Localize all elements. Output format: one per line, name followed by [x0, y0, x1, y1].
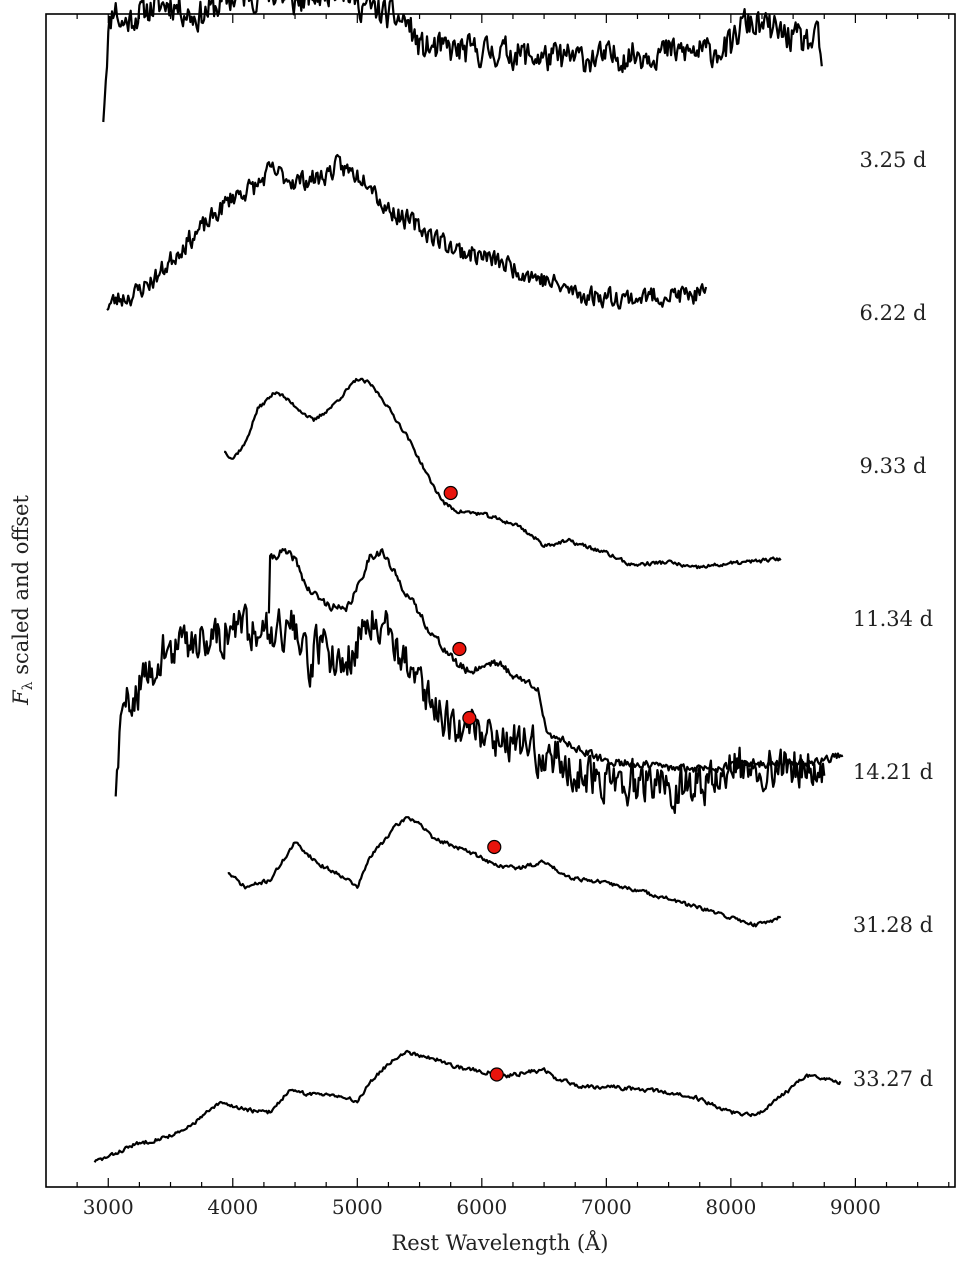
epoch-label: 6.22 d [860, 301, 927, 325]
x-tick-label: 8000 [705, 1195, 756, 1219]
epoch-label: 9.33 d [860, 454, 927, 478]
epoch-label: 14.21 d [853, 760, 933, 784]
spectrum-325 [102, 0, 823, 123]
feature-marker [443, 485, 458, 501]
epoch-label: 31.28 d [853, 913, 933, 937]
spectrum-3128 [227, 816, 782, 928]
epoch-label: 33.27 d [853, 1067, 933, 1091]
x-axis-ticks [76, 14, 950, 1187]
feature-markers-group [443, 485, 504, 1082]
plot-frame [45, 13, 956, 1188]
y-axis-label-sub: λ [20, 681, 36, 690]
y-axis-label: Fλ scaled and offset [9, 495, 36, 706]
epoch-labels-group: 3.25 d 6.22 d 9.33 d 11.34 d 14.21 d 31.28 d 3… [853, 148, 933, 1091]
epoch-label: 11.34 d [853, 607, 933, 631]
x-axis-label: Rest Wavelength (Å) [391, 1230, 608, 1255]
y-axis-label-rest: scaled and offset [9, 495, 33, 682]
y-axis-label-main: F [9, 689, 33, 706]
spectrum-1421 [114, 603, 826, 814]
spectrum-3327 [93, 1049, 842, 1163]
x-tick-label: 3000 [83, 1195, 134, 1219]
x-tick-label: 6000 [456, 1195, 507, 1219]
x-tick-label: 4000 [207, 1195, 258, 1219]
x-tick-label: 9000 [830, 1195, 881, 1219]
spectrum-933 [224, 377, 782, 570]
x-axis-tick-labels: 3000 4000 5000 6000 7000 8000 9000 [83, 1195, 881, 1219]
feature-marker [487, 839, 502, 855]
epoch-label: 3.25 d [860, 148, 927, 172]
spectra-series-group [93, 0, 844, 1163]
feature-marker [489, 1067, 504, 1082]
x-tick-label: 7000 [581, 1195, 632, 1219]
x-tick-label: 5000 [332, 1195, 383, 1219]
feature-marker [462, 710, 477, 726]
spectrum-622 [106, 153, 708, 311]
feature-marker [452, 641, 467, 657]
